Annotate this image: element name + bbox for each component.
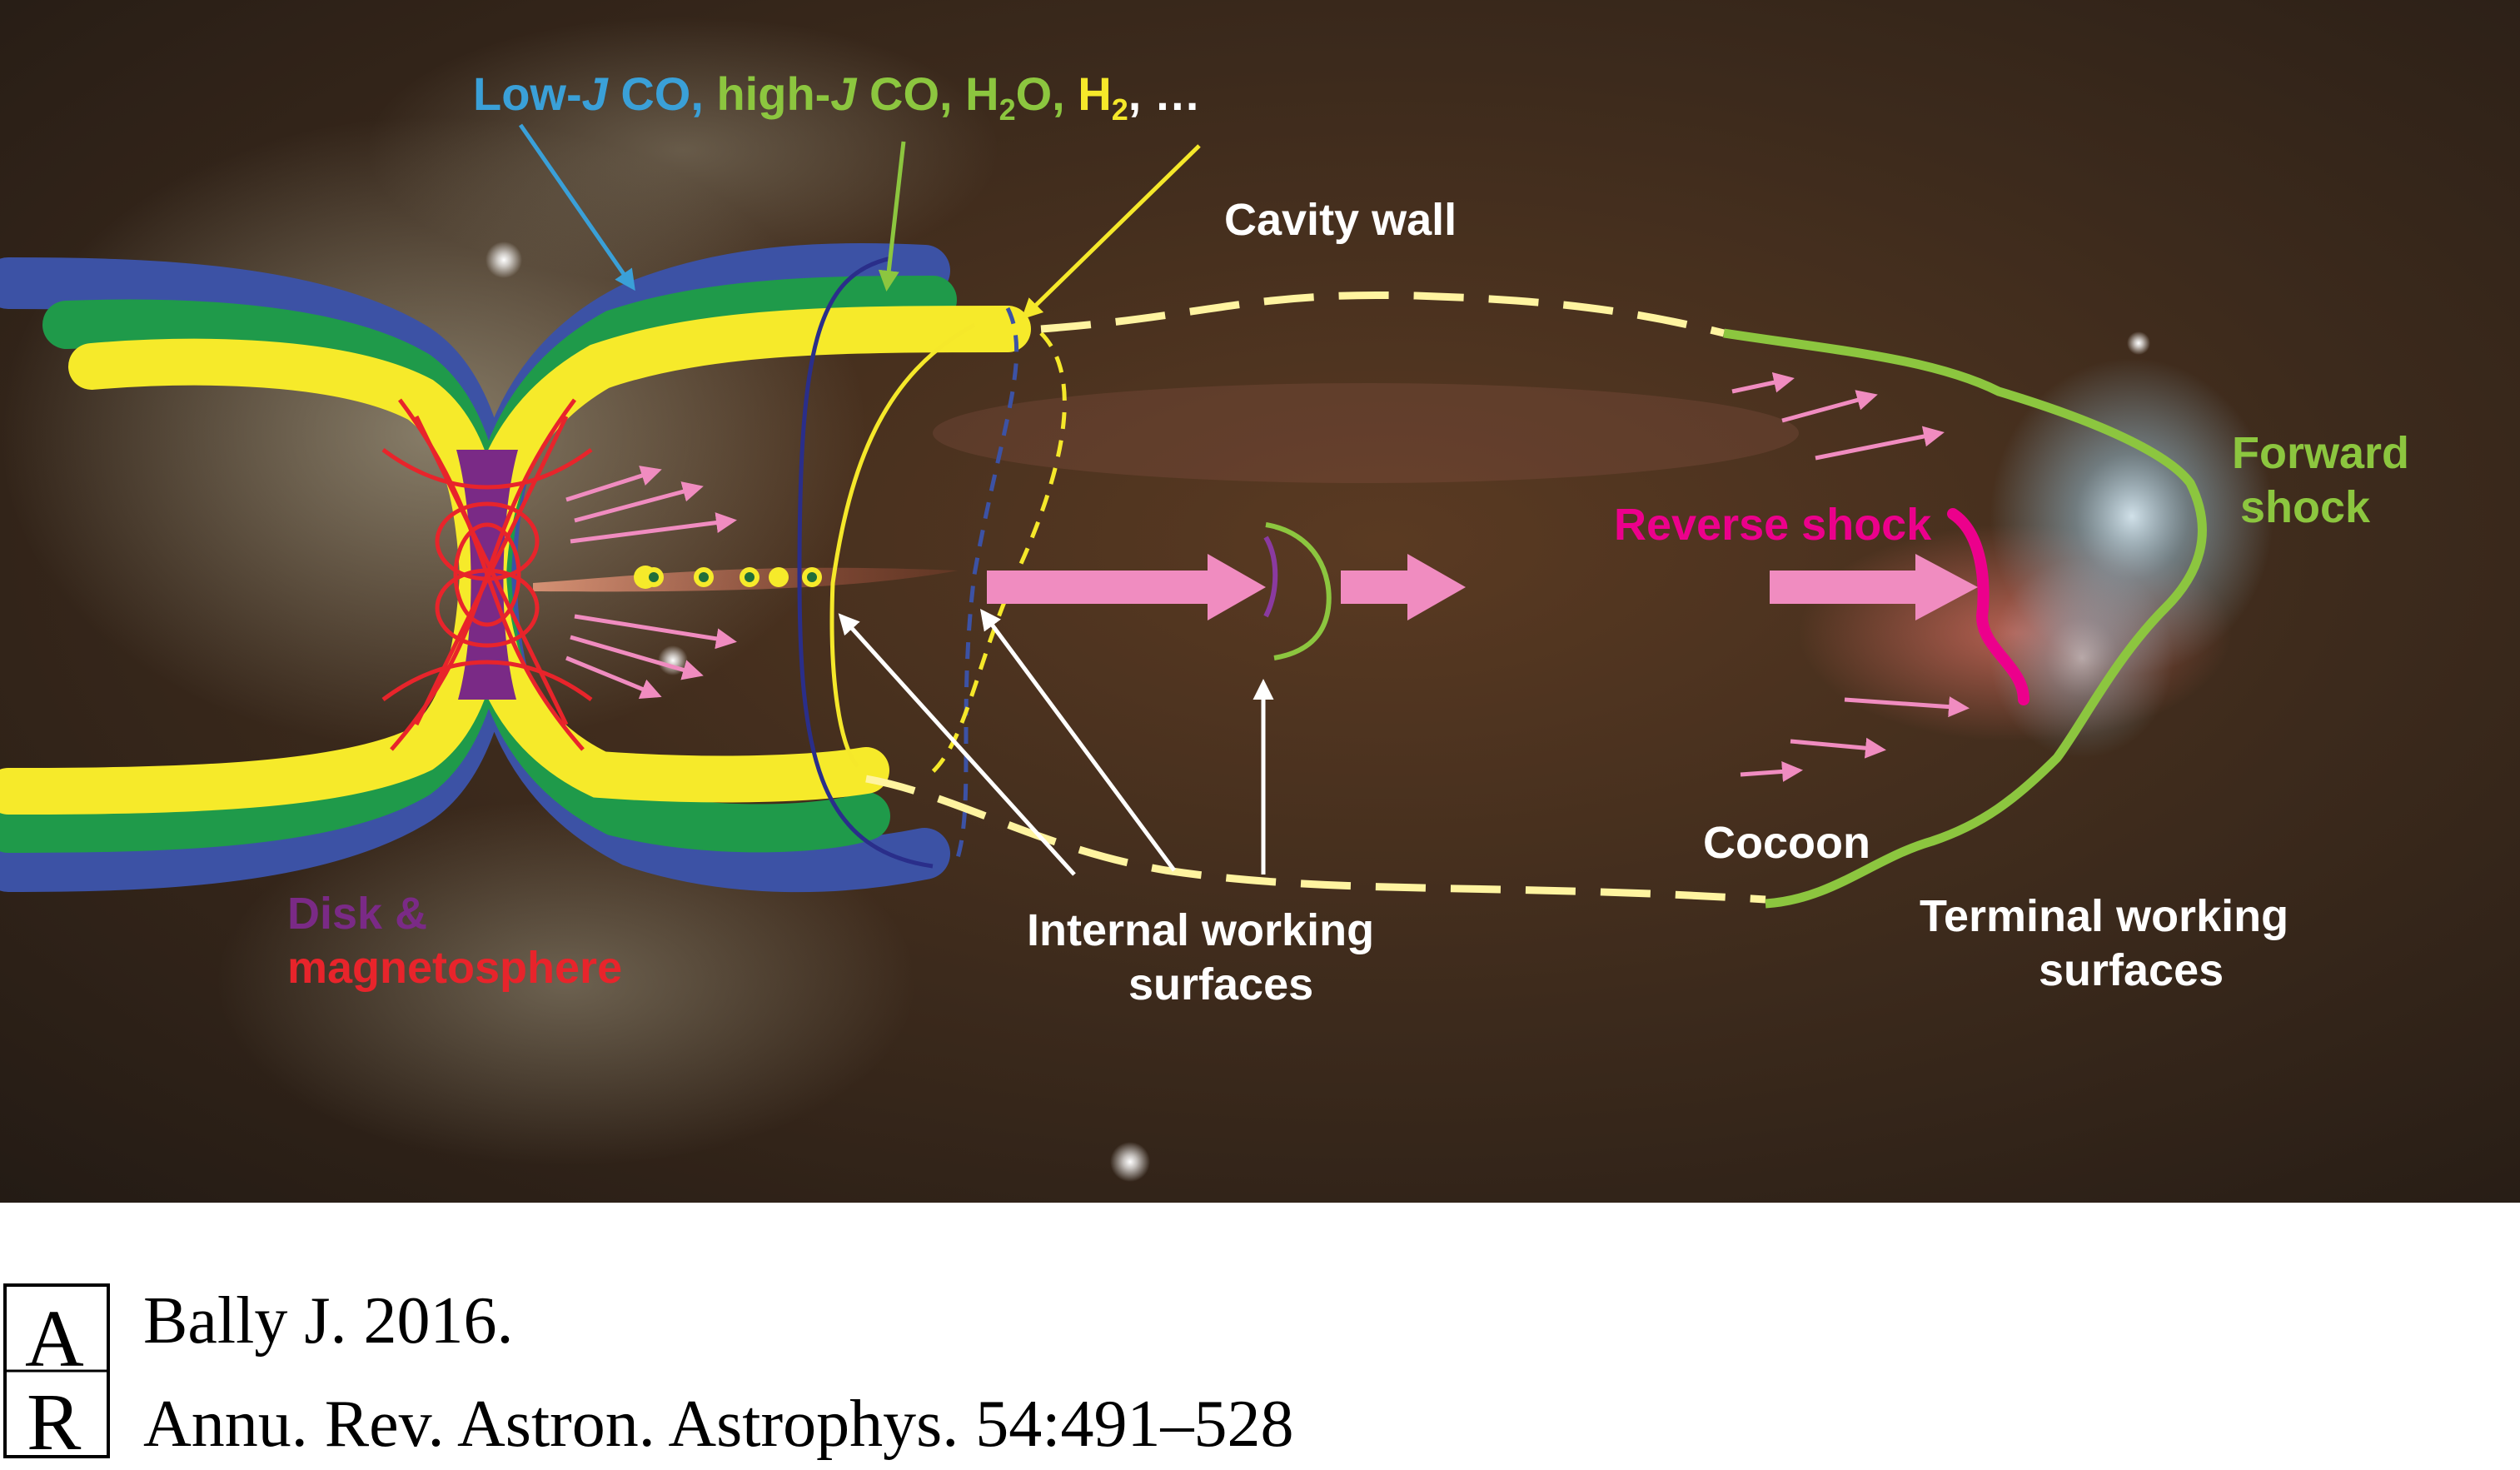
flow-arrows-left [565,466,737,699]
citation-line-1: Bally J. 2016. [143,1284,513,1358]
citation-line-2: Annu. Rev. Astron. Astrophys. 54:491–528 [143,1388,1294,1461]
internal-bow-green [1265,522,1332,660]
reverse-shock [1947,508,2029,705]
bow-glow-lower [1990,558,2174,758]
pointer-h2 [1021,144,1201,320]
terminal-surfaces-label-2: surfaces [2039,945,2224,995]
nebula-haze-upper [366,17,999,283]
internal-bow-purple [1263,536,1278,618]
star [2127,331,2150,355]
jet-arrow-3 [1770,554,1978,620]
logo-letter-a: A [25,1294,84,1384]
jet-arrow-1 [987,554,1266,620]
terminal-surfaces-label-1: Terminal working [1920,891,2288,941]
cavity-wall-label: Cavity wall [1224,195,1457,245]
cavity-wall-upper [1040,291,1726,337]
internal-surfaces-label-2: surfaces [1128,959,1313,1009]
magnetosphere-label: magnetosphere [287,943,622,993]
jet-knots [634,566,822,589]
disk-label: Disk & [287,889,427,939]
cavity-wall-lower [865,775,1766,904]
magnetosphere-field-lines [381,398,593,751]
internal-surfaces-label-1: Internal working [1027,905,1374,955]
cocoon-label: Cocoon [1703,818,1870,868]
pointer-internal-2 [980,608,1177,872]
faint-streak [933,383,1799,483]
flow-arrows-right [1731,371,1970,782]
forward-shock-label-2: shock [2240,482,2371,532]
tracer-legend: Low-J CO, high-J CO, H2O, H2, … [473,67,1201,127]
jet-arrow-2 [1341,554,1466,620]
star [1110,1142,1150,1182]
reverse-shock-label: Reverse shock [1614,500,1932,550]
star [486,242,522,278]
nebula-haze-lower [217,800,916,1166]
pointer-high-j-co [878,141,906,292]
pointer-internal-1 [838,613,1076,876]
forward-shock [1723,328,2207,909]
pointer-low-j-co [518,123,635,292]
logo-letter-r: R [27,1378,82,1468]
internal-surface-yellow [829,322,976,768]
internal-surface-blue-dashed [955,306,1019,859]
annual-reviews-logo: A R [3,1283,110,1468]
internal-surface-blue [797,256,934,869]
citation-background [0,1203,2520,1470]
forward-shock-label-1: Forward [2232,428,2409,478]
